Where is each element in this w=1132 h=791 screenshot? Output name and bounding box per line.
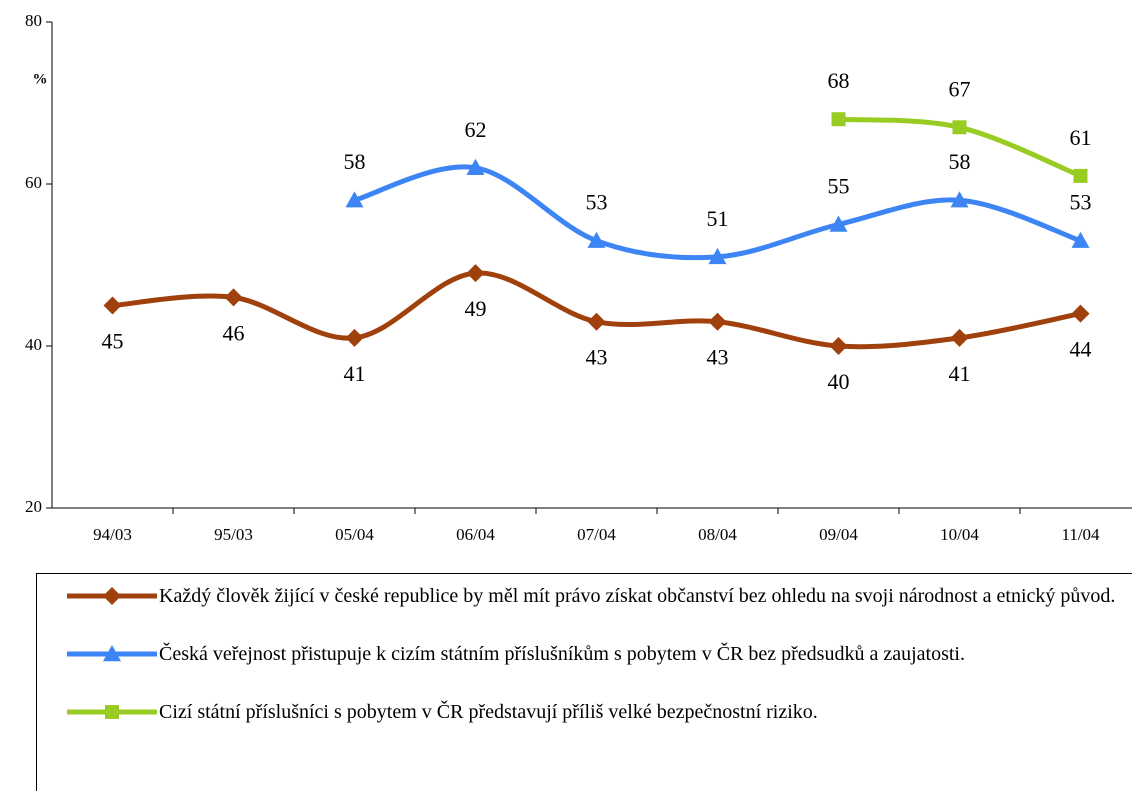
x-tick-label: 95/03 xyxy=(214,525,253,544)
legend-text: Česká veřejnost přistupuje k cizím státn… xyxy=(159,643,965,665)
y-tick-label: 20 xyxy=(25,497,42,516)
marker xyxy=(345,191,364,208)
data-label: 44 xyxy=(1070,337,1092,362)
marker xyxy=(224,288,243,307)
marker xyxy=(829,337,848,355)
data-label: 41 xyxy=(949,361,971,386)
marker xyxy=(950,328,969,347)
x-tick-label: 05/04 xyxy=(335,525,374,544)
marker xyxy=(466,158,485,175)
x-tick-label: 08/04 xyxy=(698,525,737,544)
legend-icon xyxy=(67,587,157,605)
marker xyxy=(587,231,606,248)
marker xyxy=(1073,168,1088,183)
marker xyxy=(105,705,119,719)
x-tick-label: 06/04 xyxy=(456,525,495,544)
x-tick-label: 94/03 xyxy=(93,525,132,544)
legend-text: Každý člověk žijící v české republice by… xyxy=(159,585,1116,607)
legend-entry: Česká veřejnost přistupuje k cizím státn… xyxy=(65,640,1125,668)
marker xyxy=(466,264,485,283)
data-label: 46 xyxy=(223,320,245,345)
data-label: 53 xyxy=(1070,190,1092,215)
marker xyxy=(1071,231,1090,248)
chart: % 20 40 60 80 94/03 95/03 05/04 06/04 07/04 08/04… xyxy=(25,11,1132,544)
marker xyxy=(708,247,727,265)
data-label: 41 xyxy=(344,361,366,386)
x-tick-label: 11/04 xyxy=(1061,525,1100,544)
x-tick-label: 10/04 xyxy=(940,525,979,544)
marker xyxy=(103,296,122,315)
marker xyxy=(1071,304,1090,323)
marker xyxy=(103,587,121,605)
marker xyxy=(587,312,606,331)
data-label: 55 xyxy=(828,174,850,199)
legend: Každý člověk žijící v české republice by… xyxy=(36,573,1132,791)
marker xyxy=(708,312,727,331)
legend-entry: Každý člověk žijící v české republice by… xyxy=(65,582,1125,610)
marker xyxy=(829,215,848,232)
marker xyxy=(952,120,967,135)
marker xyxy=(103,645,121,662)
legend-text: Cizí státní příslušníci s pobytem v ČR p… xyxy=(159,701,818,723)
data-label: 45 xyxy=(102,329,124,354)
legend-icon xyxy=(67,705,157,719)
y-tick-label: 40 xyxy=(25,335,42,354)
data-label: 49 xyxy=(465,296,487,321)
data-label: 58 xyxy=(949,149,971,174)
data-label: 43 xyxy=(586,345,608,370)
data-label: 43 xyxy=(707,345,729,370)
data-label: 58 xyxy=(344,149,366,174)
data-label: 68 xyxy=(828,68,850,93)
data-label: 61 xyxy=(1070,125,1092,150)
legend-entry: Cizí státní příslušníci s pobytem v ČR p… xyxy=(65,698,1125,726)
data-label: 62 xyxy=(465,117,487,142)
data-label: 40 xyxy=(828,369,850,394)
y-tick-label: 80 xyxy=(25,11,42,30)
legend-icon xyxy=(67,645,157,662)
marker xyxy=(950,191,969,208)
marker xyxy=(345,328,364,347)
marker xyxy=(831,112,846,127)
data-label: 67 xyxy=(949,76,971,101)
data-label: 51 xyxy=(707,206,729,231)
y-axis-label: % xyxy=(33,71,48,87)
data-label: 53 xyxy=(586,190,608,215)
y-tick-label: 60 xyxy=(25,173,42,192)
x-tick-label: 07/04 xyxy=(577,525,616,544)
x-tick-label: 09/04 xyxy=(819,525,858,544)
series-line xyxy=(112,270,1081,350)
